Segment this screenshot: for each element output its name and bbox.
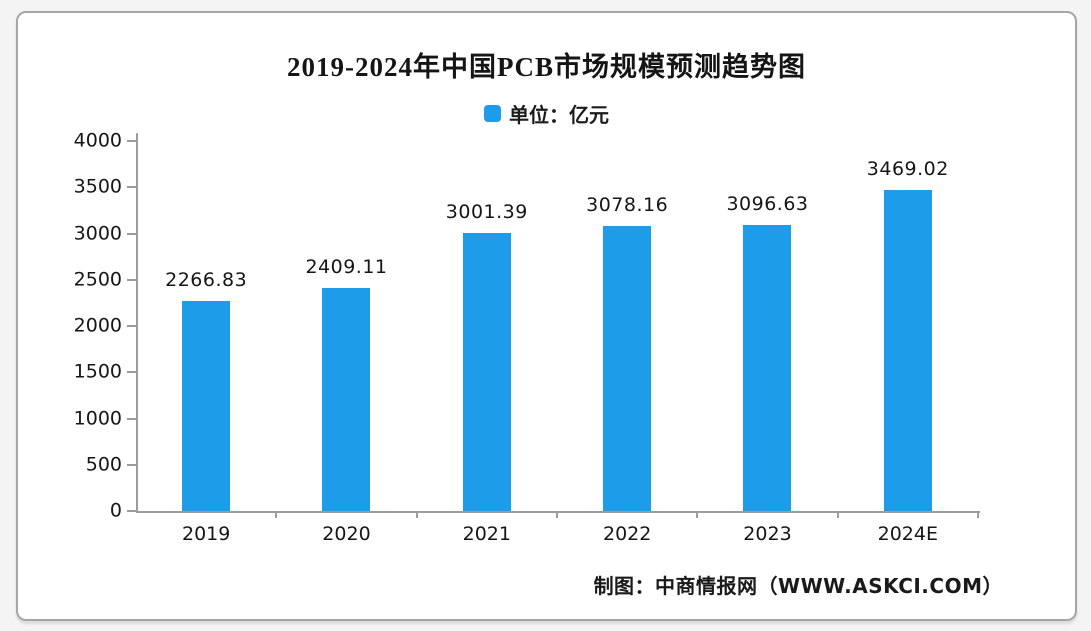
x-tick-mark: [977, 511, 979, 518]
bar-value-label: 2266.83: [165, 269, 248, 292]
x-tick-mark: [556, 511, 558, 518]
y-tick-label: 0: [109, 499, 122, 522]
y-tick-mark: [127, 325, 136, 327]
y-axis-line: [136, 133, 138, 511]
y-tick-label: 2500: [73, 268, 122, 291]
bar: [603, 226, 652, 511]
x-tick-label: 2019: [181, 523, 231, 545]
bar-value-label: 3469.02: [866, 158, 949, 181]
legend-swatch-icon: [484, 105, 501, 122]
y-tick-label: 3000: [73, 222, 122, 244]
x-tick-label: 2021: [462, 523, 511, 545]
x-tick-mark: [836, 511, 839, 518]
y-tick-label: 3500: [73, 175, 122, 198]
y-tick-label: 1000: [73, 407, 122, 429]
bar-slot: 3469.02 2024E: [838, 141, 978, 545]
bar: [462, 233, 511, 511]
bar-slot: 2266.83 2019: [136, 141, 276, 545]
bar: [322, 288, 371, 511]
x-tick-mark: [415, 511, 418, 518]
x-tick-mark: [275, 511, 278, 518]
chart-card: 2019-2024年中国PCB市场规模预测趋势图 单位：亿元 0 500 1000 1…: [16, 11, 1077, 621]
x-tick-label: 2022: [602, 523, 652, 545]
bar: [883, 190, 932, 511]
x-tick-label: 2024E: [877, 523, 938, 545]
x-axis-line: [136, 511, 980, 513]
legend-label: 单位：亿元: [509, 103, 609, 127]
x-tick-label: 2023: [743, 523, 792, 545]
y-tick-mark: [127, 140, 136, 142]
chart-title: 2019-2024年中国PCB市场规模预测趋势图: [287, 52, 806, 82]
bar-value-label: 3001.39: [445, 201, 528, 224]
bar: [743, 224, 792, 511]
y-tick-label: 500: [85, 453, 122, 476]
bar-value-label: 3096.63: [726, 192, 809, 215]
y-tick-mark: [127, 463, 136, 466]
bar-slot: 3078.16 2022: [557, 141, 697, 545]
x-tick-label: 2020: [322, 523, 371, 545]
y-tick-label: 4000: [73, 129, 122, 152]
bar-slot: 3001.39 2021: [417, 141, 557, 545]
bar-slot: 3096.63 2023: [697, 141, 837, 545]
y-tick-mark: [127, 278, 136, 281]
y-tick-mark: [127, 417, 136, 420]
y-tick-label: 1500: [73, 360, 122, 383]
x-tick-mark: [696, 511, 699, 518]
source-credit: 制图：中商情报网（WWW.ASKCI.COM）: [593, 574, 1003, 598]
bar-value-label: 2409.11: [305, 256, 388, 279]
bar: [182, 301, 231, 511]
bar-slot: 2409.11 2020: [276, 141, 416, 545]
y-tick-mark: [127, 371, 136, 374]
plot-area: 0 500 1000 1500 2000 2500 3000 3500 4000 2266.83 2…: [74, 131, 980, 545]
legend: 单位：亿元: [18, 99, 1075, 128]
y-tick-mark: [127, 232, 136, 235]
y-tick-label: 2000: [73, 314, 122, 337]
y-tick-mark: [127, 510, 136, 512]
y-tick-mark: [127, 186, 136, 189]
bar-value-label: 3078.16: [586, 194, 669, 217]
